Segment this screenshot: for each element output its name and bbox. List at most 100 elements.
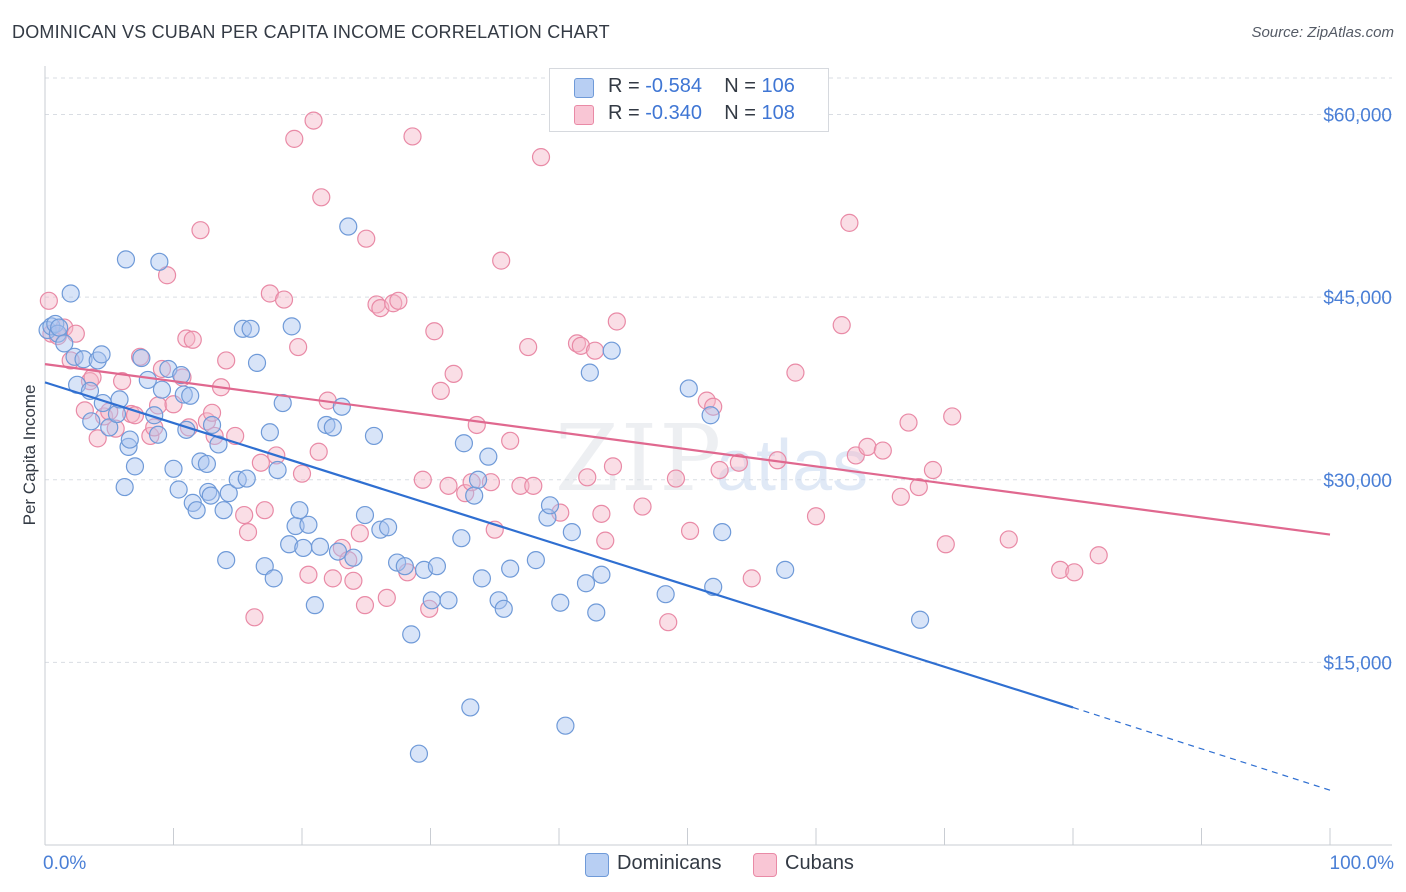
dominican-point bbox=[526, 551, 545, 570]
cuban-point bbox=[891, 487, 910, 506]
dominican-point bbox=[439, 591, 458, 610]
dominican-point bbox=[364, 426, 384, 446]
cuban-point bbox=[285, 129, 304, 148]
cuban-point bbox=[125, 406, 145, 425]
grid-lines bbox=[45, 77, 1392, 663]
cuban-point bbox=[524, 476, 543, 495]
cuban-point bbox=[238, 523, 258, 542]
dominican-point bbox=[280, 535, 299, 554]
dominicans-trend-extension bbox=[1072, 706, 1331, 791]
bottom-legend-label-cubans: Cubans bbox=[785, 852, 854, 874]
dominican-point bbox=[556, 716, 575, 735]
legend-n-label: N = bbox=[724, 75, 762, 97]
dominican-point bbox=[172, 365, 191, 385]
y-tick-label: $45,000 bbox=[1323, 288, 1392, 309]
cuban-point bbox=[245, 608, 264, 627]
cuban-point bbox=[292, 464, 312, 483]
dominican-point bbox=[61, 284, 80, 303]
cuban-point bbox=[858, 437, 877, 456]
dominican-point bbox=[241, 319, 260, 338]
cuban-point bbox=[1065, 563, 1084, 582]
dominican-point bbox=[378, 518, 398, 537]
dominican-point bbox=[82, 412, 101, 431]
dominican-point bbox=[402, 625, 421, 644]
dominican-point bbox=[209, 435, 228, 454]
y-tick-label: $60,000 bbox=[1323, 106, 1392, 127]
dominican-point bbox=[395, 557, 414, 576]
cuban-point bbox=[431, 381, 450, 400]
cuban-point bbox=[152, 359, 172, 379]
cuban-point bbox=[603, 457, 623, 476]
cuban-point bbox=[519, 337, 538, 357]
cuban-point bbox=[191, 221, 210, 240]
y-tick-label: $30,000 bbox=[1323, 471, 1392, 492]
cuban-point bbox=[467, 415, 486, 435]
legend-n-value: 108 bbox=[761, 102, 795, 124]
dominican-point bbox=[268, 460, 287, 480]
dominican-point bbox=[148, 425, 168, 444]
dominican-point bbox=[494, 599, 513, 618]
dominican-point bbox=[187, 501, 206, 520]
dominican-point bbox=[576, 574, 596, 593]
legend-swatch-cubans bbox=[574, 105, 594, 125]
cuban-point bbox=[501, 431, 520, 450]
dominican-point bbox=[310, 537, 330, 556]
dominicans-points bbox=[38, 217, 930, 763]
dominican-point bbox=[125, 457, 145, 476]
watermark-zip: ZIP bbox=[555, 405, 723, 512]
dominican-point bbox=[264, 569, 283, 588]
cuban-point bbox=[999, 530, 1018, 549]
dominican-point bbox=[197, 454, 217, 474]
dominican-point bbox=[461, 698, 480, 717]
dominican-point bbox=[305, 596, 324, 615]
dominican-point bbox=[323, 418, 342, 437]
dominican-point bbox=[422, 591, 441, 610]
dominican-point bbox=[355, 505, 375, 525]
dominicans-trend-line bbox=[44, 381, 1074, 709]
cuban-point bbox=[251, 453, 270, 472]
cuban-point bbox=[255, 501, 274, 520]
cuban-point bbox=[710, 460, 729, 480]
cuban-point bbox=[355, 596, 375, 615]
cuban-point bbox=[899, 413, 918, 432]
dominican-point bbox=[201, 486, 220, 505]
cuban-point bbox=[909, 477, 928, 497]
dominican-point bbox=[427, 557, 447, 576]
legend-swatch-dominicans bbox=[574, 78, 594, 98]
cuban-point bbox=[304, 111, 323, 130]
dominican-point bbox=[120, 430, 139, 449]
dominican-point bbox=[468, 470, 488, 489]
bottom-legend-label-dominicans: Dominicans bbox=[617, 852, 722, 874]
dominican-point bbox=[150, 252, 169, 271]
dominican-point bbox=[656, 585, 675, 604]
dominican-point bbox=[152, 380, 172, 399]
cuban-point bbox=[289, 337, 308, 357]
dominican-point bbox=[237, 469, 256, 488]
cuban-point bbox=[66, 324, 85, 343]
watermark-atlas: atlas bbox=[716, 426, 868, 506]
dominican-point bbox=[910, 610, 930, 629]
legend-n-value: 106 bbox=[761, 75, 795, 97]
cuban-point bbox=[492, 251, 511, 270]
cuban-point bbox=[596, 531, 615, 550]
chart-title: DOMINICAN VS CUBAN PER CAPITA INCOME COR… bbox=[12, 22, 610, 42]
cuban-point bbox=[806, 507, 826, 526]
dominican-point bbox=[701, 406, 720, 425]
dominican-point bbox=[100, 418, 119, 437]
cuban-point bbox=[323, 569, 342, 588]
dominican-point bbox=[214, 501, 233, 520]
cuban-point bbox=[309, 442, 328, 461]
cuban-point bbox=[923, 460, 943, 480]
stats-legend: R = -0.584 N = 106 R = -0.340 N = 108 bbox=[549, 68, 829, 132]
cuban-point bbox=[659, 613, 678, 632]
cuban-point bbox=[39, 291, 58, 310]
dominican-point bbox=[55, 334, 74, 353]
dominican-point bbox=[50, 318, 69, 337]
cuban-point bbox=[729, 453, 749, 472]
dominican-point bbox=[587, 603, 606, 622]
dominican-point bbox=[501, 559, 520, 578]
dominican-point bbox=[233, 319, 252, 338]
dominican-point bbox=[48, 324, 67, 343]
dominican-point bbox=[290, 501, 309, 520]
